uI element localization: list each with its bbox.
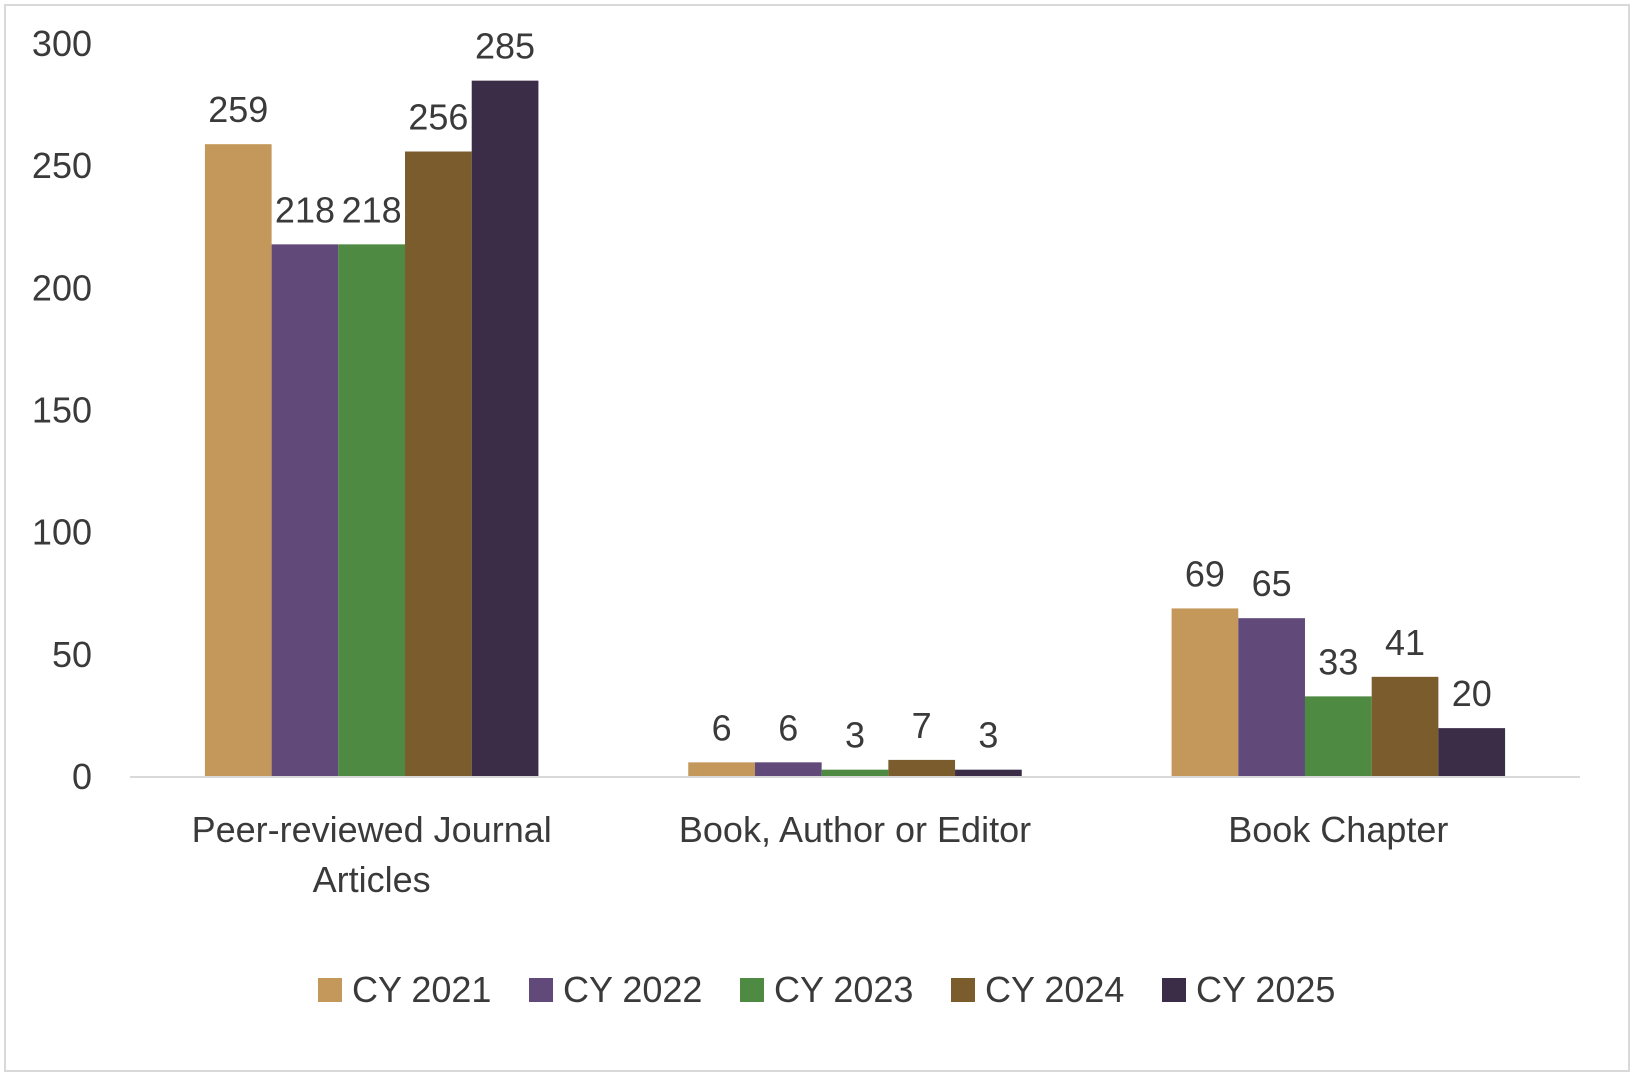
bar <box>754 762 822 777</box>
category-label: Peer-reviewed Journal <box>192 809 552 850</box>
y-tick-label: 300 <box>32 23 92 64</box>
bar <box>405 151 472 778</box>
y-tick-label: 50 <box>52 634 92 675</box>
data-label: 6 <box>778 707 798 748</box>
data-label: 259 <box>208 89 268 130</box>
data-label: 285 <box>475 26 535 67</box>
category-labels: Peer-reviewed Journal Articles Book, Autho… <box>192 809 1449 900</box>
bar <box>1304 696 1372 777</box>
legend-swatch <box>318 978 342 1002</box>
data-label: 7 <box>912 705 932 746</box>
bar <box>1371 676 1439 777</box>
bar <box>471 80 539 777</box>
legend-label: CY 2024 <box>985 969 1124 1010</box>
legend: CY 2021 CY 2022 CY 2023 CY 2024 CY 2025 <box>318 969 1335 1010</box>
bar <box>204 144 272 778</box>
legend-label: CY 2023 <box>774 969 913 1010</box>
y-tick-label: 100 <box>32 512 92 553</box>
legend-swatch <box>951 978 975 1002</box>
bar <box>1238 618 1305 777</box>
data-label: 3 <box>845 715 865 756</box>
data-label: 6 <box>712 707 732 748</box>
bars-group <box>204 80 1506 778</box>
bar <box>338 244 406 777</box>
y-tick-label: 150 <box>32 390 92 431</box>
data-label: 65 <box>1252 563 1292 604</box>
data-label: 41 <box>1385 622 1425 663</box>
category-label: Book, Author or Editor <box>679 809 1031 850</box>
bar <box>888 759 956 777</box>
y-tick-label: 250 <box>32 145 92 186</box>
data-label: 218 <box>275 189 335 230</box>
data-label: 218 <box>342 189 402 230</box>
y-tick-label: 0 <box>72 756 92 797</box>
data-label: 33 <box>1318 641 1358 682</box>
legend-swatch <box>1162 978 1186 1002</box>
category-label: Articles <box>313 859 431 900</box>
legend-swatch <box>740 978 764 1002</box>
y-axis-tick-labels: 0 50 100 150 200 250 300 <box>32 23 92 797</box>
category-label: Book Chapter <box>1228 809 1448 850</box>
bar <box>1438 728 1506 777</box>
data-label: 69 <box>1185 553 1225 594</box>
bar <box>955 769 1022 777</box>
legend-label: CY 2025 <box>1196 969 1335 1010</box>
legend-swatch <box>529 978 553 1002</box>
legend-label: CY 2021 <box>352 969 491 1010</box>
data-label: 256 <box>408 97 468 138</box>
data-label: 20 <box>1452 673 1492 714</box>
legend-label: CY 2022 <box>563 969 702 1010</box>
bar <box>271 244 339 777</box>
bar <box>821 769 889 777</box>
y-tick-label: 200 <box>32 267 92 308</box>
bar <box>688 762 755 777</box>
bar <box>1171 608 1239 777</box>
data-label: 3 <box>978 715 998 756</box>
